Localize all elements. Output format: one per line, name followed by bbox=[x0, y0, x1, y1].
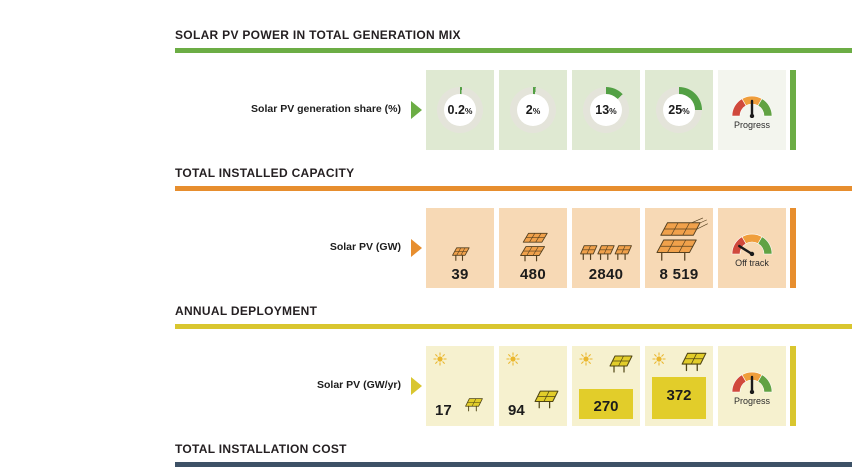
value-label: 2840 bbox=[588, 266, 624, 283]
deployment-bar bbox=[652, 377, 706, 419]
section-title-installed-capacity: TOTAL INSTALLED CAPACITY bbox=[175, 166, 355, 180]
status-gauge-cell: Progress bbox=[718, 346, 786, 426]
donut-value: 25% bbox=[668, 103, 689, 117]
metric-cell: 270 bbox=[572, 346, 640, 426]
row-annual-deployment: Solar PV (GW/yr) bbox=[175, 346, 852, 426]
sun-icon bbox=[433, 352, 447, 366]
solar-panel-icon bbox=[534, 390, 559, 409]
gauge-label: Off track bbox=[735, 258, 769, 268]
row-label: Solar PV (GW) bbox=[329, 241, 401, 254]
gauge-label: Progress bbox=[733, 396, 770, 406]
section-title-generation-mix: SOLAR PV POWER IN TOTAL GENERATION MIX bbox=[175, 28, 461, 42]
metric-cell: 94 bbox=[499, 346, 567, 426]
donut-chart: 2% bbox=[510, 87, 556, 133]
cells-installed-capacity: 39 bbox=[426, 208, 786, 288]
section-rule-yellow bbox=[175, 324, 852, 329]
value-label: 372 bbox=[666, 387, 692, 404]
section-title-annual-deployment: ANNUAL DEPLOYMENT bbox=[175, 304, 318, 318]
solar-panel-icon bbox=[499, 213, 567, 263]
value-label: 17 bbox=[435, 402, 452, 419]
gauge-label: Progress bbox=[733, 120, 770, 130]
donut-value: 0.2% bbox=[448, 103, 473, 117]
end-bar bbox=[790, 346, 796, 426]
content-column: SOLAR PV POWER IN TOTAL GENERATION MIX S… bbox=[175, 0, 852, 467]
metric-cell: 372 bbox=[645, 346, 713, 426]
gauge-icon bbox=[731, 371, 773, 394]
row-generation-share: Solar PV generation share (%) 0.2% 2% 13… bbox=[175, 70, 852, 150]
section-rule-navy bbox=[175, 462, 852, 467]
percent-sign: % bbox=[682, 106, 690, 116]
metric-cell: 13% bbox=[572, 70, 640, 150]
sun-icon bbox=[652, 352, 666, 366]
percent-sign: % bbox=[532, 106, 541, 116]
solar-panel-array-icon bbox=[645, 213, 713, 263]
donut-value-text: 0.2 bbox=[447, 103, 465, 117]
value-label: 270 bbox=[593, 398, 619, 415]
cells-annual-deployment: 17 bbox=[426, 346, 786, 426]
value-label: 39 bbox=[451, 266, 469, 283]
metric-cell: 2840 bbox=[572, 208, 640, 288]
donut-chart: 0.2% bbox=[437, 87, 483, 133]
solar-panel-icon bbox=[681, 352, 707, 372]
donut-value-text: 2 bbox=[525, 103, 533, 117]
deployment-bar bbox=[579, 389, 633, 419]
solar-panel-icon bbox=[572, 213, 640, 263]
metric-cell: 39 bbox=[426, 208, 494, 288]
percent-sign: % bbox=[464, 106, 473, 116]
arrow-icon bbox=[411, 377, 422, 395]
metric-cell: 25% bbox=[645, 70, 713, 150]
cells-generation-share: 0.2% 2% 13% 25% bbox=[426, 70, 786, 150]
section-rule-orange bbox=[175, 186, 852, 191]
end-bar bbox=[790, 70, 796, 150]
arrow-icon bbox=[411, 101, 422, 119]
end-bar bbox=[790, 208, 796, 288]
gauge-icon bbox=[731, 233, 773, 256]
metric-cell: 2% bbox=[499, 70, 567, 150]
row-label: Solar PV (GW/yr) bbox=[316, 379, 401, 392]
donut-chart: 13% bbox=[583, 87, 629, 133]
status-gauge-cell: Progress bbox=[718, 70, 786, 150]
value-label: 480 bbox=[520, 266, 546, 283]
solar-panel-icon bbox=[426, 213, 494, 263]
row-installed-capacity: Solar PV (GW) 39 bbox=[175, 208, 852, 288]
solar-panel-icon bbox=[609, 355, 633, 373]
metric-cell: 17 bbox=[426, 346, 494, 426]
metric-cell: 480 bbox=[499, 208, 567, 288]
donut-value-text: 25 bbox=[668, 103, 683, 117]
sun-icon bbox=[579, 352, 593, 366]
sun-icon bbox=[506, 352, 520, 366]
section-rule-green bbox=[175, 48, 852, 53]
donut-value: 2% bbox=[526, 103, 541, 117]
solar-panel-icon bbox=[465, 398, 483, 412]
status-gauge-cell: Off track bbox=[718, 208, 786, 288]
value-label: 94 bbox=[508, 402, 525, 419]
donut-value-text: 13 bbox=[595, 103, 610, 117]
percent-sign: % bbox=[609, 106, 617, 116]
metric-cell: 8 519 bbox=[645, 208, 713, 288]
donut-chart: 25% bbox=[656, 87, 702, 133]
section-title-installation-cost: TOTAL INSTALLATION COST bbox=[175, 442, 347, 456]
gauge-icon bbox=[731, 95, 773, 118]
value-label: 8 519 bbox=[659, 266, 699, 283]
metric-cell: 0.2% bbox=[426, 70, 494, 150]
donut-value: 13% bbox=[595, 103, 616, 117]
row-label: Solar PV generation share (%) bbox=[251, 103, 401, 116]
arrow-icon bbox=[411, 239, 422, 257]
